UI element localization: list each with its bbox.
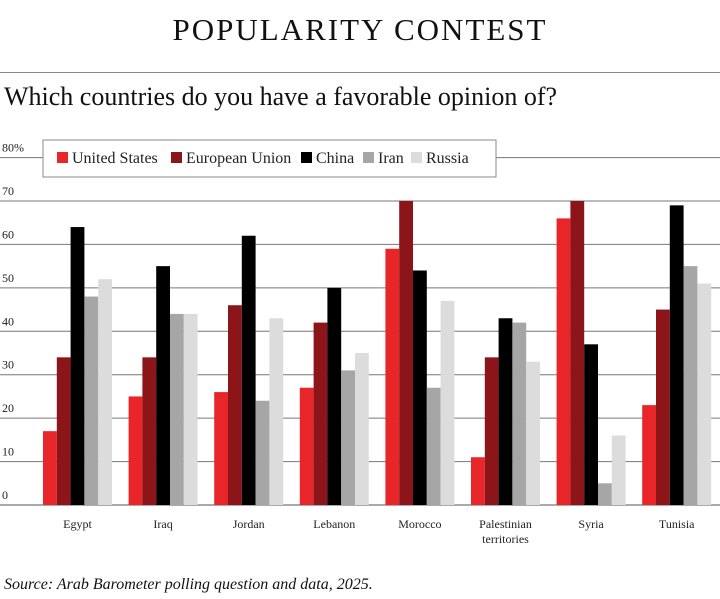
bar-united-states bbox=[299, 387, 314, 505]
bar-iran bbox=[512, 322, 527, 505]
y-tick-label: 70 bbox=[2, 184, 14, 198]
y-tick-label: 80% bbox=[2, 141, 24, 155]
source-note: Source: Arab Barometer polling question … bbox=[4, 576, 373, 593]
x-tick-label: Tunisia bbox=[659, 517, 695, 531]
y-tick-label: 60 bbox=[2, 227, 14, 241]
bar-russia bbox=[355, 353, 369, 505]
x-tick-label: Egypt bbox=[63, 517, 92, 531]
bar-european-union bbox=[656, 309, 670, 505]
bar-united-states bbox=[556, 218, 571, 505]
chart-subtitle: Which countries do you have a favorable … bbox=[4, 82, 558, 111]
bar-china bbox=[156, 266, 170, 505]
legend-label: European Union bbox=[186, 150, 291, 167]
legend-swatch bbox=[301, 152, 312, 163]
bar-iran bbox=[598, 483, 612, 505]
chart-title: POPULARITY CONTEST bbox=[172, 12, 548, 47]
bar-china bbox=[70, 227, 85, 506]
bar-european-union bbox=[313, 322, 328, 505]
bar-china bbox=[584, 344, 598, 505]
y-tick-label: 40 bbox=[2, 314, 14, 328]
bar-china bbox=[327, 287, 342, 505]
bar-russia bbox=[526, 361, 540, 505]
bar-iran bbox=[84, 296, 99, 505]
bar-iran bbox=[255, 400, 270, 505]
legend-swatch bbox=[363, 152, 374, 163]
bar-united-states bbox=[471, 457, 485, 505]
bar-russia bbox=[697, 283, 712, 505]
bar-russia bbox=[440, 300, 455, 505]
bar-united-states bbox=[642, 405, 656, 505]
bar-russia bbox=[269, 318, 284, 505]
x-tick-label: Morocco bbox=[398, 517, 441, 531]
y-tick-label: 50 bbox=[2, 271, 14, 285]
bar-russia bbox=[98, 279, 112, 505]
bar-russia bbox=[183, 313, 198, 505]
x-tick-label: Lebanon bbox=[313, 517, 355, 531]
title-divider bbox=[0, 72, 720, 73]
legend-swatch bbox=[171, 152, 182, 163]
bar-china bbox=[413, 270, 427, 505]
bar-european-union bbox=[142, 357, 157, 505]
x-tick-label: Jordan bbox=[233, 517, 265, 531]
bar-united-states bbox=[385, 248, 400, 505]
bar-iran bbox=[683, 266, 698, 505]
bar-china bbox=[669, 205, 684, 506]
legend-swatch bbox=[57, 152, 68, 163]
bar-iran bbox=[341, 370, 355, 505]
bar-european-union bbox=[228, 305, 242, 505]
y-tick-label: 20 bbox=[2, 401, 14, 415]
x-tick-label: Iraq bbox=[153, 517, 172, 531]
bar-iran bbox=[170, 313, 184, 505]
y-tick-label: 30 bbox=[2, 358, 14, 372]
bar-united-states bbox=[128, 396, 143, 505]
legend: United States European Union China Iran Russ… bbox=[42, 139, 497, 178]
bar-united-states bbox=[214, 392, 228, 505]
bar-european-union bbox=[399, 201, 413, 505]
y-tick-label: 0 bbox=[2, 488, 8, 502]
x-tick-label: Syria bbox=[578, 517, 604, 531]
legend-label: Russia bbox=[426, 150, 469, 167]
legend-swatch bbox=[411, 152, 422, 163]
bar-russia bbox=[611, 435, 626, 505]
bar-european-union bbox=[56, 357, 71, 505]
bar-european-union bbox=[484, 357, 499, 505]
legend-label: China bbox=[316, 150, 354, 167]
y-tick-label: 10 bbox=[2, 445, 14, 459]
legend-label: United States bbox=[72, 150, 158, 167]
bar-european-union bbox=[570, 201, 585, 505]
bar-china bbox=[498, 318, 513, 505]
bar-united-states bbox=[43, 431, 57, 505]
bar-china bbox=[241, 235, 256, 505]
legend-label: Iran bbox=[378, 150, 404, 167]
bar-iran bbox=[426, 387, 441, 505]
x-tick-label: Palestinian territories bbox=[479, 517, 532, 546]
